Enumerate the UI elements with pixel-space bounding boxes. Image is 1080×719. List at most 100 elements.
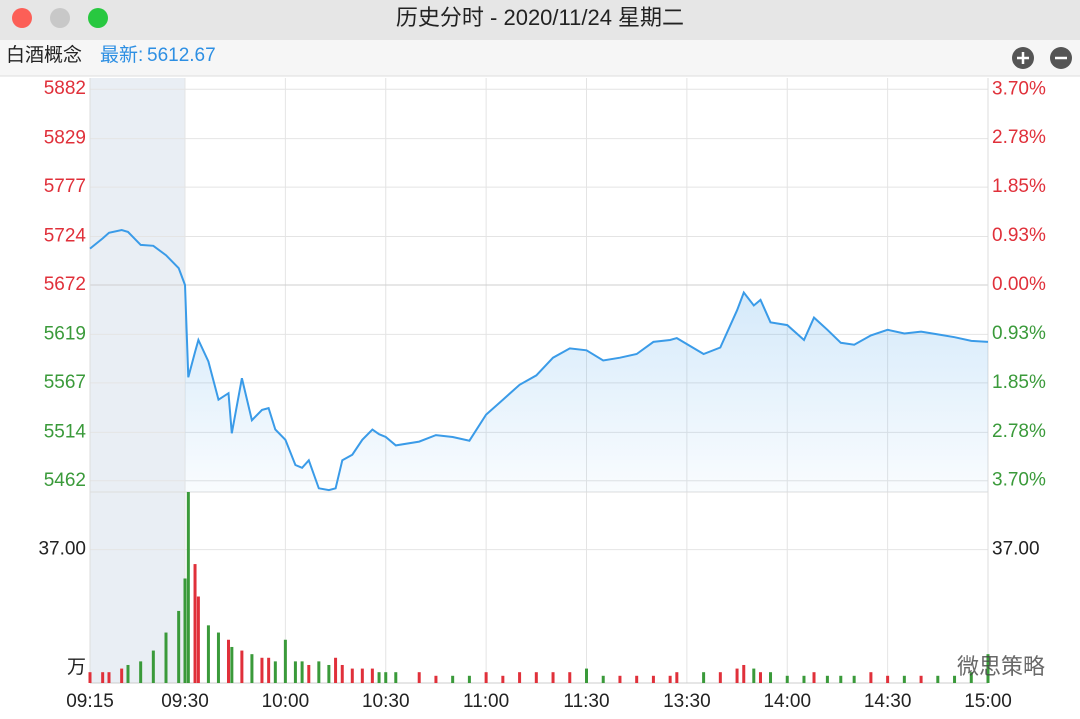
price-line bbox=[89, 228, 989, 492]
latest-label: 最新: bbox=[100, 44, 143, 66]
volume-bar bbox=[206, 625, 210, 683]
volume-bar bbox=[260, 657, 264, 683]
volume-bar bbox=[230, 646, 234, 683]
volume-unit: 万 bbox=[67, 657, 86, 678]
zoom-button[interactable] bbox=[88, 8, 108, 28]
volume-bar bbox=[585, 668, 588, 683]
plot: 09:15 09:30 10:00 10:30 11:00 11:30 13:30 14:00… bbox=[38, 78, 1046, 712]
volume-bar bbox=[969, 672, 973, 683]
volume-bar bbox=[742, 664, 746, 683]
volume-bar bbox=[675, 672, 679, 683]
zoom-in-glyph bbox=[1017, 52, 1029, 64]
volume-bar bbox=[869, 672, 873, 683]
volume-bar bbox=[635, 675, 639, 683]
volume-bar bbox=[317, 661, 321, 683]
volume-bar bbox=[501, 675, 505, 683]
x-tick-label: 11:30 bbox=[563, 691, 609, 712]
volume-bar bbox=[902, 675, 906, 683]
volume-bar bbox=[240, 650, 244, 683]
y2-tick-label: 3.70% bbox=[992, 78, 1046, 99]
volume-bar bbox=[618, 675, 622, 683]
volume-tick-label: 37.00 bbox=[992, 539, 1040, 560]
volume-bar bbox=[802, 675, 806, 683]
volume-bar bbox=[273, 661, 277, 683]
latest-value: 5612.67 bbox=[147, 45, 216, 66]
y2-tick-label: 2.78% bbox=[992, 421, 1046, 442]
x-tick-label: 14:00 bbox=[763, 691, 811, 712]
volume-bar bbox=[601, 675, 605, 683]
volume-bar bbox=[327, 664, 331, 683]
volume-bar bbox=[668, 675, 672, 683]
volume-bar bbox=[484, 672, 488, 683]
volume-bar bbox=[417, 672, 421, 683]
volume-bar bbox=[551, 672, 555, 683]
y-tick-label: 5724 bbox=[44, 226, 87, 247]
y-tick-label: 5462 bbox=[44, 470, 86, 491]
volume-bar bbox=[88, 672, 92, 683]
volume-bar bbox=[769, 672, 773, 683]
volume-bar bbox=[120, 668, 124, 683]
volume-bar bbox=[193, 564, 197, 683]
header-bar bbox=[0, 40, 1080, 76]
volume-bar bbox=[186, 492, 190, 683]
volume-bar bbox=[702, 672, 706, 683]
volume-bar bbox=[226, 639, 230, 683]
volume-bar bbox=[350, 668, 354, 683]
volume-bar bbox=[518, 672, 522, 683]
volume-bar bbox=[250, 654, 254, 683]
volume-bar bbox=[434, 675, 438, 683]
y2-tick-label: 0.00% bbox=[992, 274, 1046, 295]
y-tick-label: 5619 bbox=[44, 323, 86, 344]
y-tick-label: 5777 bbox=[44, 176, 86, 197]
volume-bar bbox=[758, 672, 762, 683]
volume-bar bbox=[986, 654, 990, 683]
window-title: 历史分时 - 2020/11/24 星期二 bbox=[396, 5, 684, 30]
volume-bar bbox=[183, 578, 187, 683]
volume-bar bbox=[164, 632, 168, 683]
volume-bar bbox=[394, 672, 398, 683]
close-button[interactable] bbox=[12, 8, 32, 28]
volume-bar bbox=[812, 672, 816, 683]
zoom-out[interactable] bbox=[1050, 47, 1072, 69]
volume-bar bbox=[839, 675, 843, 683]
y-tick-label: 5829 bbox=[44, 128, 86, 149]
volume-bar bbox=[283, 639, 287, 683]
title-bar bbox=[0, 0, 1080, 40]
volume-bar bbox=[953, 675, 957, 683]
x-tick-label: 15:00 bbox=[964, 691, 1012, 712]
volume-bar bbox=[718, 672, 722, 683]
watermark: 微思策略 bbox=[957, 654, 1045, 679]
x-tick-label: 13:30 bbox=[663, 691, 711, 712]
y-tick-label: 5882 bbox=[44, 78, 86, 99]
volume-bar bbox=[196, 596, 200, 683]
y2-tick-label: 1.85% bbox=[992, 372, 1046, 393]
volume-bar bbox=[139, 661, 143, 683]
volume-bar bbox=[101, 672, 105, 683]
volume-bar bbox=[735, 668, 739, 683]
x-tick-label: 11:00 bbox=[463, 691, 509, 712]
volume-bar bbox=[216, 632, 220, 683]
volume-bar bbox=[340, 664, 344, 683]
price-area bbox=[185, 285, 988, 492]
volume-bar bbox=[370, 668, 374, 683]
volume-bar bbox=[451, 675, 455, 683]
minimize-button[interactable] bbox=[50, 8, 70, 28]
zoom-in[interactable] bbox=[1012, 47, 1034, 69]
index-name: 白酒概念 bbox=[6, 43, 82, 66]
volume-bar bbox=[568, 672, 572, 683]
volume-bar bbox=[293, 661, 297, 683]
y-tick-label: 5567 bbox=[44, 372, 86, 393]
y2-tick-label: 2.78% bbox=[992, 127, 1046, 148]
volume-bar bbox=[785, 675, 789, 683]
volume-bar bbox=[151, 650, 155, 683]
volume-bar bbox=[825, 675, 829, 683]
y2-tick-label: 0.93% bbox=[992, 323, 1046, 344]
pre-market-shade bbox=[90, 78, 185, 683]
x-tick-label: 09:15 bbox=[66, 691, 114, 712]
x-tick-label: 10:30 bbox=[362, 691, 410, 712]
volume-tick-label: 37.00 bbox=[38, 539, 86, 560]
y-tick-label: 5672 bbox=[44, 274, 86, 295]
volume-bar bbox=[300, 661, 304, 683]
